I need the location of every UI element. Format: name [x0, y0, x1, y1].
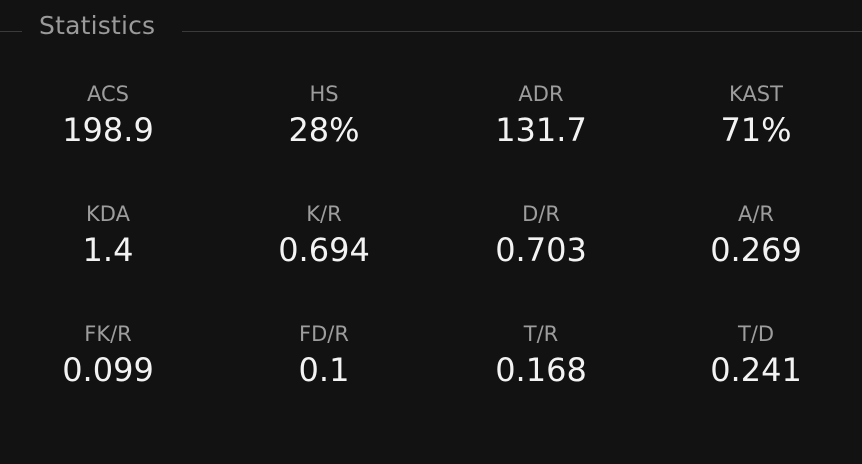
stat-kda: KDA 1.4 — [0, 200, 216, 320]
stat-label: KAST — [729, 82, 783, 106]
stat-value: 71% — [720, 111, 792, 149]
stat-label: HS — [309, 82, 339, 106]
stat-value: 0.694 — [278, 231, 370, 269]
stat-first-deaths-per-round: FD/R 0.1 — [216, 320, 432, 440]
stat-label: ACS — [87, 82, 129, 106]
stat-adr: ADR 131.7 — [432, 80, 650, 200]
stats-grid: ACS 198.9 HS 28% ADR 131.7 KAST 71% KDA … — [0, 80, 862, 440]
stat-label: K/R — [306, 202, 342, 226]
stat-kills-per-round: K/R 0.694 — [216, 200, 432, 320]
stat-kast: KAST 71% — [650, 80, 862, 200]
stat-value: 0.099 — [62, 351, 154, 389]
stat-value: 0.269 — [710, 231, 802, 269]
stat-label: D/R — [522, 202, 560, 226]
stat-value: 0.168 — [495, 351, 587, 389]
stat-t-per-round: T/R 0.168 — [432, 320, 650, 440]
stat-value: 0.703 — [495, 231, 587, 269]
stat-value: 0.241 — [710, 351, 802, 389]
stat-label: FK/R — [84, 322, 132, 346]
stat-label: FD/R — [299, 322, 349, 346]
stat-hs: HS 28% — [216, 80, 432, 200]
statistics-section-header: Statistics — [0, 0, 862, 52]
section-title: Statistics — [39, 11, 156, 40]
stat-t-per-death: T/D 0.241 — [650, 320, 862, 440]
stat-value: 1.4 — [82, 231, 134, 269]
stat-assists-per-round: A/R 0.269 — [650, 200, 862, 320]
header-divider-left — [0, 31, 22, 32]
stat-deaths-per-round: D/R 0.703 — [432, 200, 650, 320]
stat-label: ADR — [518, 82, 564, 106]
stat-label: KDA — [86, 202, 130, 226]
stat-value: 131.7 — [495, 111, 587, 149]
stat-value: 0.1 — [298, 351, 350, 389]
stat-label: T/R — [523, 322, 559, 346]
stat-label: T/D — [737, 322, 775, 346]
header-divider-right — [182, 31, 862, 32]
stat-first-kills-per-round: FK/R 0.099 — [0, 320, 216, 440]
stat-value: 198.9 — [62, 111, 154, 149]
stat-value: 28% — [288, 111, 360, 149]
stat-label: A/R — [737, 202, 775, 226]
stat-acs: ACS 198.9 — [0, 80, 216, 200]
